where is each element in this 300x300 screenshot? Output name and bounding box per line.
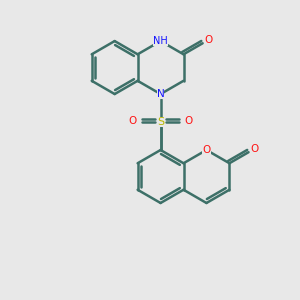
Text: O: O xyxy=(184,116,193,126)
Text: S: S xyxy=(157,117,164,127)
Text: O: O xyxy=(202,145,211,155)
Text: O: O xyxy=(128,116,137,126)
Text: O: O xyxy=(204,35,212,45)
Text: NH: NH xyxy=(153,36,168,46)
Text: N: N xyxy=(157,89,164,99)
Text: O: O xyxy=(250,144,258,154)
